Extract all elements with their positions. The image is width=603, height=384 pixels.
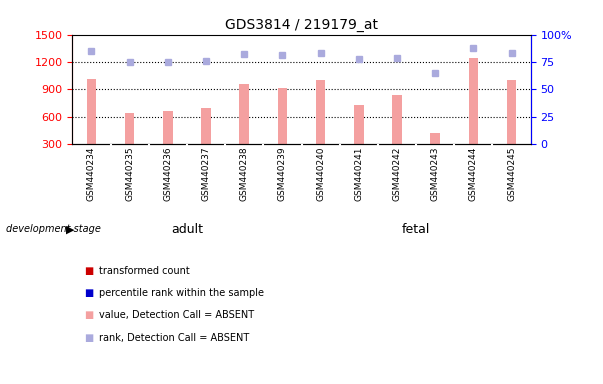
Text: value, Detection Call = ABSENT: value, Detection Call = ABSENT: [99, 310, 254, 320]
Bar: [316, 80, 326, 144]
Title: GDS3814 / 219179_at: GDS3814 / 219179_at: [225, 18, 378, 32]
Text: GSM440241: GSM440241: [355, 146, 363, 201]
Text: GSM440238: GSM440238: [240, 146, 248, 201]
Text: GSM440235: GSM440235: [125, 146, 134, 201]
Text: transformed count: transformed count: [99, 266, 190, 276]
Bar: [392, 95, 402, 144]
Text: GSM440237: GSM440237: [201, 146, 210, 201]
Text: ■: ■: [84, 310, 93, 320]
Text: GSM440244: GSM440244: [469, 146, 478, 201]
Text: GSM440236: GSM440236: [163, 146, 172, 201]
Text: GSM440245: GSM440245: [507, 146, 516, 201]
Bar: [163, 111, 172, 144]
Text: development stage: development stage: [6, 224, 101, 235]
Bar: [201, 108, 211, 144]
Text: adult: adult: [171, 223, 203, 236]
Text: percentile rank within the sample: percentile rank within the sample: [99, 288, 265, 298]
Bar: [469, 58, 478, 144]
Text: GSM440234: GSM440234: [87, 146, 96, 201]
Bar: [239, 84, 249, 144]
Text: ■: ■: [84, 288, 93, 298]
Text: GSM440243: GSM440243: [431, 146, 440, 201]
Bar: [87, 79, 96, 144]
Text: GSM440242: GSM440242: [393, 146, 402, 201]
Text: GSM440240: GSM440240: [316, 146, 325, 201]
Text: fetal: fetal: [402, 223, 431, 236]
Bar: [354, 105, 364, 144]
Text: rank, Detection Call = ABSENT: rank, Detection Call = ABSENT: [99, 333, 250, 343]
Text: ■: ■: [84, 266, 93, 276]
Bar: [507, 80, 516, 144]
Bar: [277, 88, 287, 144]
Bar: [125, 113, 134, 144]
Bar: [431, 133, 440, 144]
Text: ■: ■: [84, 333, 93, 343]
Text: ▶: ▶: [66, 224, 74, 235]
Text: GSM440239: GSM440239: [278, 146, 287, 201]
